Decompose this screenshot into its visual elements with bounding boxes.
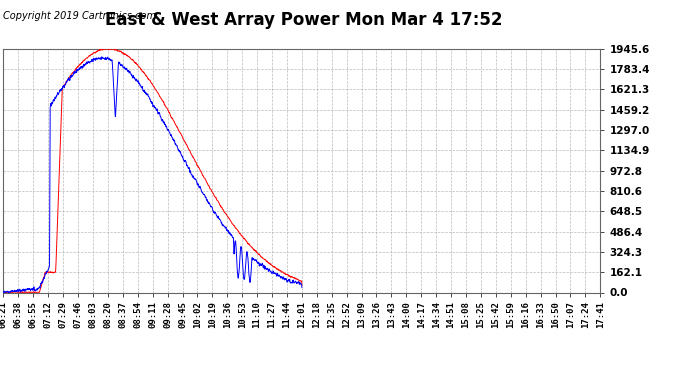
Text: East Array  (DC Watts): East Array (DC Watts) [326, 22, 444, 32]
Text: West Array  (DC Watts): West Array (DC Watts) [481, 22, 599, 32]
Text: Copyright 2019 Cartronics.com: Copyright 2019 Cartronics.com [3, 11, 157, 21]
Text: East & West Array Power Mon Mar 4 17:52: East & West Array Power Mon Mar 4 17:52 [105, 11, 502, 29]
